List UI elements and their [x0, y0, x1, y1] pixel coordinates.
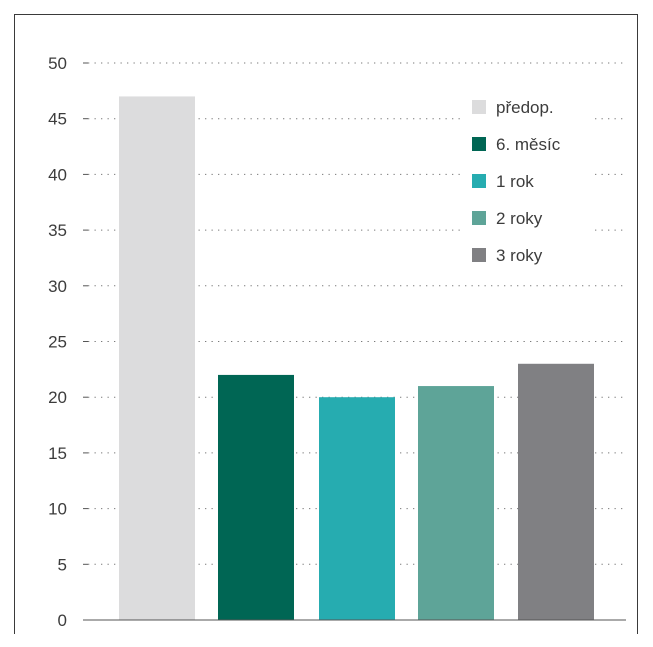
- legend-label-4: 2 roky: [496, 209, 543, 228]
- legend-label-1: předop.: [496, 98, 554, 117]
- bar-1: [119, 96, 195, 621]
- legend-swatch-3: [472, 174, 486, 188]
- bar-4: [418, 386, 494, 620]
- y-tick-label-30: 30: [48, 277, 67, 296]
- y-tick-label-15: 15: [48, 444, 67, 463]
- legend-label-5: 3 roky: [496, 246, 543, 265]
- y-tick-label-25: 25: [48, 333, 67, 352]
- y-tick-label-10: 10: [48, 500, 67, 519]
- legend-swatch-2: [472, 137, 486, 151]
- y-tick-label-45: 45: [48, 110, 67, 129]
- y-tick-label-40: 40: [48, 165, 67, 184]
- legend-label-2: 6. měsíc: [496, 135, 561, 154]
- legend-swatch-1: [472, 100, 486, 114]
- legend-swatch-5: [472, 248, 486, 262]
- bar-5: [518, 363, 594, 620]
- bars: [119, 96, 594, 621]
- y-axis: 0 5 10 15 20 25 30 35 40 45 50: [48, 54, 626, 630]
- legend: předop. 6. měsíc 1 rok 2 roky 3 roky: [462, 86, 594, 265]
- y-tick-label-5: 5: [58, 555, 67, 574]
- y-tick-label-0: 0: [58, 611, 67, 630]
- y-tick-label-20: 20: [48, 388, 67, 407]
- bar-2: [218, 374, 294, 620]
- legend-swatch-4: [472, 211, 486, 225]
- legend-label-3: 1 rok: [496, 172, 534, 191]
- bar-3: [319, 397, 395, 620]
- y-tick-label-50: 50: [48, 54, 67, 73]
- y-tick-label-35: 35: [48, 221, 67, 240]
